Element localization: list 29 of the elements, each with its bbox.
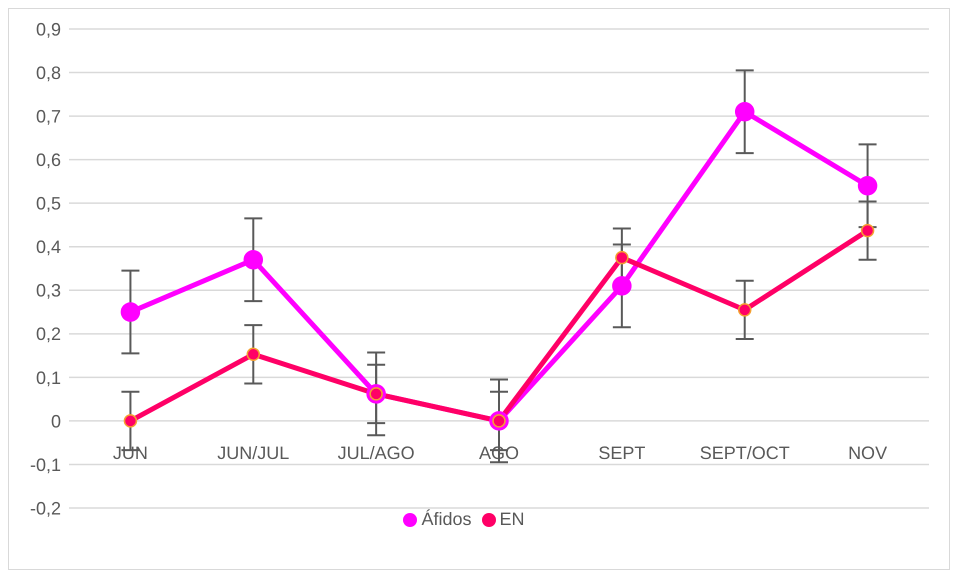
x-tick-label: JUL/AGO (338, 442, 415, 463)
x-tick-label: SEPT (598, 442, 646, 463)
y-tick-label: 0,7 (36, 106, 61, 126)
point (860, 224, 874, 238)
legend-label: EN (500, 509, 525, 529)
y-tick-label: 0,5 (36, 194, 61, 214)
x-tick-label: NOV (848, 442, 888, 463)
y-tick-label: 0,6 (36, 150, 61, 170)
x-tick-label: JUN/JUL (217, 442, 290, 463)
y-tick-label: 0,1 (36, 368, 61, 388)
point (244, 250, 264, 270)
point (615, 250, 629, 264)
x-tick-label: SEPT/OCT (700, 442, 790, 463)
y-tick-label: 0,8 (36, 62, 61, 83)
point (734, 102, 754, 122)
point (246, 348, 260, 362)
point (120, 302, 140, 322)
point (612, 276, 632, 296)
point (738, 303, 752, 317)
y-tick-label: 0,2 (36, 324, 61, 344)
y-tick-label: 0,3 (36, 280, 61, 301)
y-tick-label: 0,4 (36, 237, 61, 258)
legend-label: Áfidos (421, 509, 472, 529)
point (858, 176, 878, 196)
y-tick-label: 0,9 (36, 19, 61, 40)
point (124, 414, 138, 428)
y-tick-label: 0 (50, 411, 61, 432)
y-tick-label: -0,2 (30, 498, 61, 518)
y-tick-label: -0,1 (30, 454, 61, 475)
